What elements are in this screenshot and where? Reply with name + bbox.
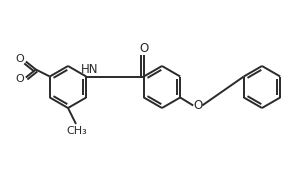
Text: O: O [15,54,24,64]
Text: O: O [139,42,148,55]
Text: CH₃: CH₃ [67,126,87,136]
Text: O: O [15,75,24,85]
Text: HN: HN [80,63,98,76]
Text: O: O [194,99,203,112]
